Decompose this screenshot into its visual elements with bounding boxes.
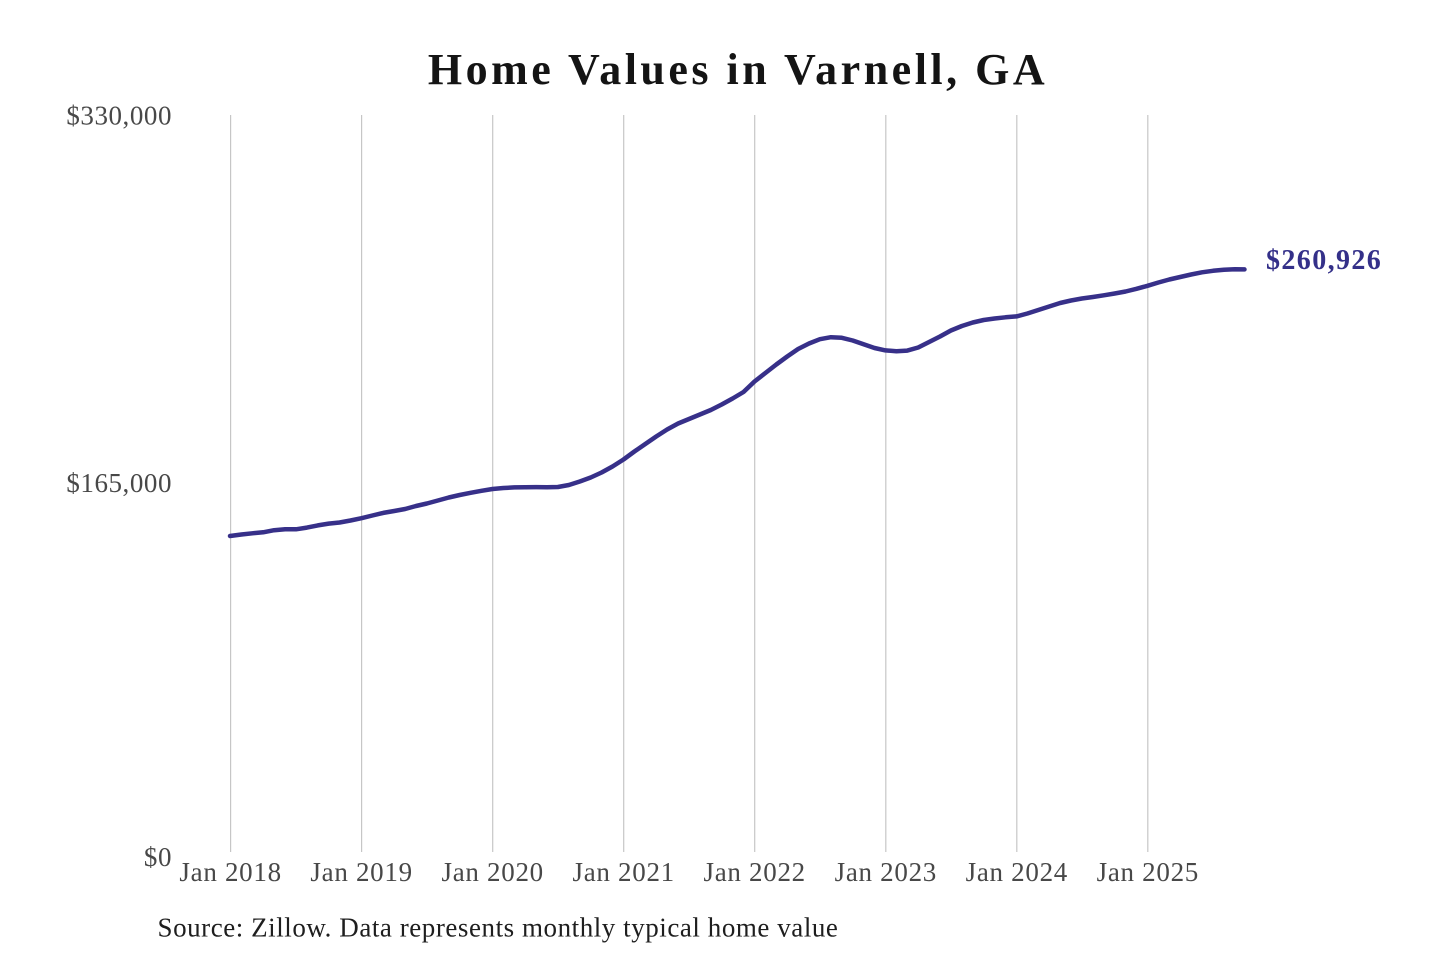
svg-text:Home Values in Varnell, GA: Home Values in Varnell, GA <box>428 45 1048 94</box>
svg-text:Jan 2022: Jan 2022 <box>704 857 806 887</box>
svg-text:$165,000: $165,000 <box>66 468 172 498</box>
svg-text:Jan 2024: Jan 2024 <box>966 857 1068 887</box>
svg-text:Jan 2025: Jan 2025 <box>1097 857 1199 887</box>
svg-text:$260,926: $260,926 <box>1266 245 1382 276</box>
svg-text:Source: Zillow. Data represent: Source: Zillow. Data represents monthly … <box>158 913 839 943</box>
svg-text:Jan 2023: Jan 2023 <box>835 857 937 887</box>
svg-text:$330,000: $330,000 <box>66 101 172 131</box>
svg-text:Jan 2019: Jan 2019 <box>310 857 412 887</box>
svg-text:Jan 2021: Jan 2021 <box>573 857 675 887</box>
svg-text:Jan 2018: Jan 2018 <box>179 857 281 887</box>
svg-text:Jan 2020: Jan 2020 <box>442 857 544 887</box>
svg-text:$0: $0 <box>144 842 172 872</box>
